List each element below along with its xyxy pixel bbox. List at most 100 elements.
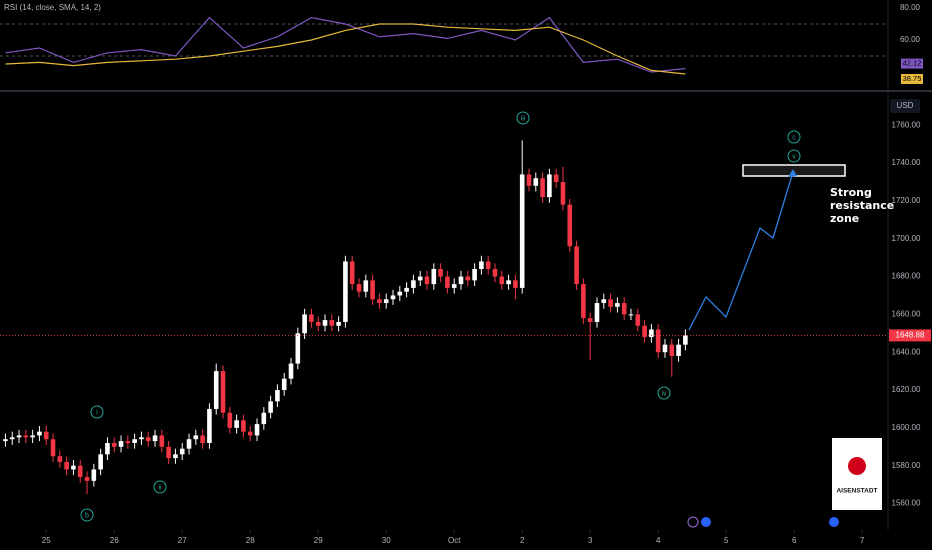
candle-body [370,280,375,300]
projection-arrow [788,169,797,177]
projection-path [688,171,794,331]
candle-body [628,314,634,316]
event-icon[interactable] [687,516,699,528]
candle-body [268,401,273,413]
x-tick-label: 3 [588,536,593,545]
candle-body [356,284,362,292]
candle-body [200,435,205,443]
candle-body [302,314,307,334]
wave-label: i [96,409,98,416]
wave-marker [787,149,801,163]
candle-body [159,435,165,447]
wave-label: iii [521,115,526,122]
candle-body [465,276,471,281]
candle-body [621,303,627,315]
candle-body [411,280,416,288]
y-tick-label: 60.00 [900,35,921,44]
candle-body [492,269,498,277]
candle-body [349,261,355,285]
candle-body [513,280,518,288]
candle-body [417,276,423,281]
candle-body [309,314,314,322]
candle-body [193,435,199,440]
candle-body [540,178,545,198]
candle-body [71,465,76,470]
candle-body [9,437,15,440]
wave-label: c [792,134,796,141]
candle-body [322,320,328,326]
candle-body [397,291,403,296]
candle-body [458,276,464,285]
x-tick-label: 2 [520,536,525,545]
candle-body [642,325,647,338]
value-box [901,74,923,84]
candle-body [220,371,226,413]
candle-body [166,446,171,459]
candle-body [608,299,613,307]
wave-label: iv [661,390,667,397]
x-tick-label: 29 [314,536,323,545]
wave-marker [80,508,94,522]
candle-body [472,269,477,281]
candle-body [336,321,341,326]
wave-marker [153,480,167,494]
price-label: 1648.88 [896,331,925,340]
candle-body [152,435,158,442]
candle-body [105,443,110,455]
candle-body [363,280,369,292]
logo-text: AISENSTADT [836,488,877,495]
candle-body [145,437,151,442]
candle-body [98,454,103,470]
candle-body [581,284,586,319]
y-tick-label: 1640.00 [892,347,921,356]
candle-body [445,276,450,288]
candle-body [261,412,267,425]
x-tick-label: 5 [724,536,729,545]
candle-body [390,295,396,300]
candle-body [662,344,668,353]
candle-body [683,335,688,345]
x-tick-label: 4 [656,536,661,545]
y-tick-label: 1600.00 [892,423,921,432]
y-tick-label: 1700.00 [892,234,921,243]
wave-label: b [85,512,89,519]
candle-body [526,174,532,186]
event-icon[interactable] [829,517,839,527]
candle-body [3,439,8,442]
candle-body [207,408,212,443]
wave-marker [90,405,104,419]
candle-body [424,276,430,285]
candle-body [329,320,335,326]
candle-body [404,287,409,292]
candle-body [615,303,620,307]
candle-body [23,435,29,438]
y-tick-label: 1740.00 [892,158,921,167]
candle-body [275,390,280,402]
wave-marker [657,386,671,400]
candle-body [30,435,35,438]
candle-body [132,439,137,443]
x-tick-label: 6 [792,536,797,545]
value-label: 38.75 [903,74,922,83]
candle-body [77,465,83,478]
logo-emblem [848,457,866,475]
candle-body [254,424,260,436]
candle-body [186,439,192,449]
y-tick-label: 1760.00 [892,120,921,129]
x-tick-label: 30 [382,536,391,545]
value-box [901,58,923,69]
y-tick-label: 1680.00 [892,272,921,281]
y-tick-label: 1660.00 [892,310,921,319]
candle-body [506,280,511,285]
event-icon[interactable] [701,517,711,527]
candle-body [295,333,301,364]
candle-body [315,321,321,326]
candle-body [635,314,641,326]
candle-body [601,299,607,304]
candle-body [288,363,294,379]
candle-body [213,371,219,409]
candle-body [343,261,348,322]
candle-body [499,276,505,285]
